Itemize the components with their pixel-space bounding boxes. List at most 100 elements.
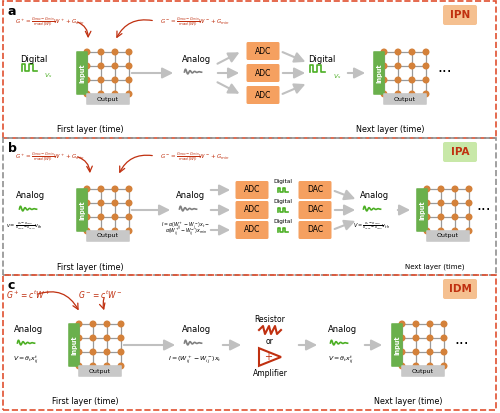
Text: Output: Output xyxy=(412,368,434,373)
Circle shape xyxy=(112,214,118,220)
Text: b: b xyxy=(8,142,17,155)
Text: Output: Output xyxy=(437,233,459,238)
Circle shape xyxy=(399,363,405,369)
Circle shape xyxy=(427,321,433,327)
FancyBboxPatch shape xyxy=(236,221,268,239)
FancyBboxPatch shape xyxy=(76,51,88,95)
FancyBboxPatch shape xyxy=(76,188,88,232)
Circle shape xyxy=(84,63,90,69)
Bar xyxy=(3,275,496,410)
FancyBboxPatch shape xyxy=(86,230,130,242)
Circle shape xyxy=(90,335,96,341)
Circle shape xyxy=(112,228,118,234)
Circle shape xyxy=(441,321,447,327)
Circle shape xyxy=(126,77,132,83)
Text: $I=(W_{ij}^+-W_{ij}^-)x_t$: $I=(W_{ij}^+-W_{ij}^-)x_t$ xyxy=(168,354,222,366)
Circle shape xyxy=(98,91,104,97)
Text: Input: Input xyxy=(419,200,425,220)
Circle shape xyxy=(438,228,444,234)
Text: IPN: IPN xyxy=(450,10,470,20)
Circle shape xyxy=(452,200,458,206)
FancyBboxPatch shape xyxy=(236,201,268,219)
Text: Analog: Analog xyxy=(16,192,44,200)
Circle shape xyxy=(76,363,82,369)
Text: Analog: Analog xyxy=(14,325,42,335)
Circle shape xyxy=(126,200,132,206)
FancyBboxPatch shape xyxy=(416,188,428,232)
Circle shape xyxy=(424,200,430,206)
Text: DAC: DAC xyxy=(307,225,323,235)
Circle shape xyxy=(104,335,110,341)
Circle shape xyxy=(413,349,419,355)
Text: ADC: ADC xyxy=(255,90,271,100)
Text: ADC: ADC xyxy=(244,206,260,214)
Text: ···: ··· xyxy=(476,202,492,218)
Circle shape xyxy=(427,335,433,341)
FancyBboxPatch shape xyxy=(443,279,477,299)
Text: Output: Output xyxy=(89,368,111,373)
FancyBboxPatch shape xyxy=(78,365,122,377)
Text: First layer (time): First layer (time) xyxy=(56,263,124,271)
Text: Resistor: Resistor xyxy=(254,315,286,323)
FancyBboxPatch shape xyxy=(246,86,280,104)
Circle shape xyxy=(118,349,124,355)
Text: First layer (time): First layer (time) xyxy=(56,126,124,135)
Circle shape xyxy=(413,363,419,369)
Circle shape xyxy=(112,63,118,69)
Text: Input: Input xyxy=(376,63,382,83)
FancyBboxPatch shape xyxy=(383,93,427,105)
FancyBboxPatch shape xyxy=(86,93,130,105)
Circle shape xyxy=(76,349,82,355)
Circle shape xyxy=(466,186,472,192)
Text: Amplifier: Amplifier xyxy=(252,368,288,377)
Text: Analog: Analog xyxy=(182,55,210,64)
Circle shape xyxy=(126,214,132,220)
Circle shape xyxy=(423,91,429,97)
Text: $G^-=\frac{G_{max}-G_{min}}{max(|W|)}W^-+G_{min}$: $G^-=\frac{G_{max}-G_{min}}{max(|W|)}W^-… xyxy=(160,150,230,162)
Circle shape xyxy=(395,49,401,55)
Circle shape xyxy=(98,200,104,206)
Text: IDM: IDM xyxy=(448,284,471,294)
Text: a: a xyxy=(8,5,16,18)
Text: $v=\frac{x_t-x_{min}}{x_{max}-x_{min}}v_{th}$: $v=\frac{x_t-x_{min}}{x_{max}-x_{min}}v_… xyxy=(6,221,43,232)
Circle shape xyxy=(438,200,444,206)
Circle shape xyxy=(98,214,104,220)
Circle shape xyxy=(126,228,132,234)
Circle shape xyxy=(395,91,401,97)
Circle shape xyxy=(381,63,387,69)
Circle shape xyxy=(424,186,430,192)
Circle shape xyxy=(452,186,458,192)
Text: Input: Input xyxy=(79,63,85,83)
Circle shape xyxy=(84,91,90,97)
Text: Digital: Digital xyxy=(20,55,48,64)
Circle shape xyxy=(427,363,433,369)
Circle shape xyxy=(84,200,90,206)
Text: $G^-=c^tW^-$: $G^-=c^tW^-$ xyxy=(78,289,122,301)
Circle shape xyxy=(112,186,118,192)
Text: ADC: ADC xyxy=(255,69,271,78)
Text: Analog: Analog xyxy=(360,192,390,200)
Circle shape xyxy=(399,321,405,327)
FancyBboxPatch shape xyxy=(443,142,477,162)
Text: $V=\vartheta_t x_{ij}^t$: $V=\vartheta_t x_{ij}^t$ xyxy=(328,354,354,366)
Circle shape xyxy=(90,321,96,327)
Text: First layer (time): First layer (time) xyxy=(52,397,118,406)
Circle shape xyxy=(452,228,458,234)
Text: $V_s$: $V_s$ xyxy=(333,72,342,81)
FancyBboxPatch shape xyxy=(298,181,332,199)
Circle shape xyxy=(466,214,472,220)
Text: $I=\alpha(W_{ij}^+-W_{ij}^-)x_t-$: $I=\alpha(W_{ij}^+-W_{ij}^-)x_t-$ xyxy=(162,220,210,232)
Circle shape xyxy=(399,335,405,341)
Circle shape xyxy=(76,321,82,327)
Text: $V=\vartheta_t x_{ij}^t$: $V=\vartheta_t x_{ij}^t$ xyxy=(13,354,39,366)
Text: Digital: Digital xyxy=(274,219,292,225)
FancyBboxPatch shape xyxy=(246,42,280,60)
Circle shape xyxy=(90,363,96,369)
Circle shape xyxy=(90,349,96,355)
Text: ADC: ADC xyxy=(255,47,271,55)
Circle shape xyxy=(441,363,447,369)
Circle shape xyxy=(84,77,90,83)
Text: $V_s$: $V_s$ xyxy=(44,71,52,80)
Circle shape xyxy=(112,77,118,83)
Text: Input: Input xyxy=(71,335,77,355)
